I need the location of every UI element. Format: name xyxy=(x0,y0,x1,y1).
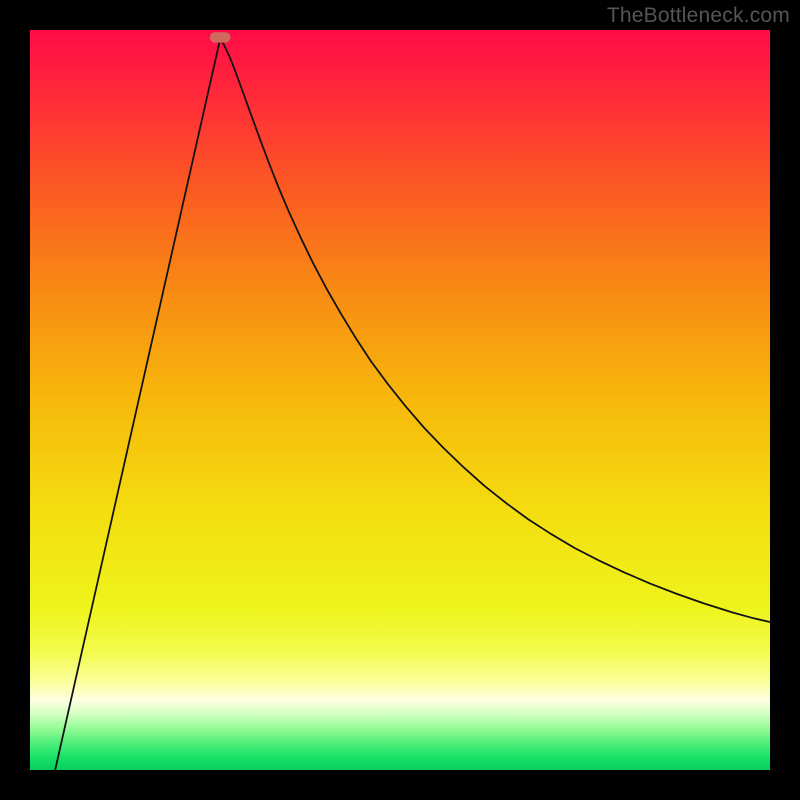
chart-frame: TheBottleneck.com xyxy=(0,0,800,800)
watermark-text: TheBottleneck.com xyxy=(607,4,790,28)
bottleneck-chart xyxy=(30,30,770,770)
minimum-marker xyxy=(210,32,231,42)
plot-area xyxy=(30,30,770,770)
